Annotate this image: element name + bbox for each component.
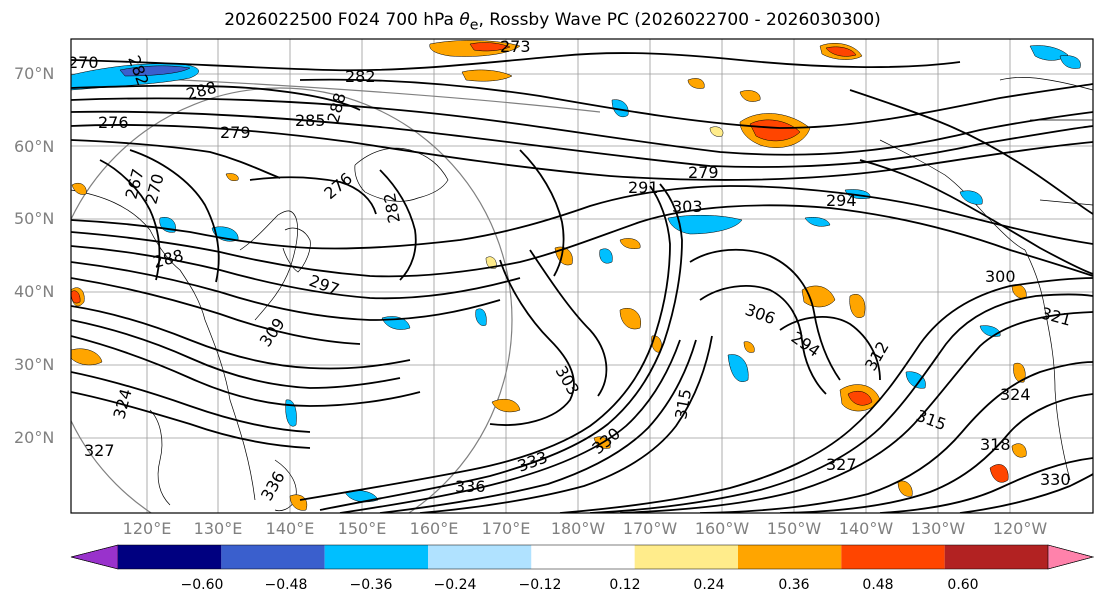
lon-label: 140°W (838, 519, 894, 538)
lon-label: 160°W (694, 519, 750, 538)
positive-anomaly-patch (847, 391, 873, 406)
contour-label: 282 (345, 67, 376, 86)
lon-label: 120°W (992, 519, 1048, 538)
lon-label: 130°W (910, 519, 966, 538)
positive-anomaly-patch (461, 69, 513, 82)
colorbar-segment (738, 545, 842, 569)
contour-label: 324 (1000, 385, 1031, 404)
colorbar-tick: −0.48 (264, 577, 308, 593)
colorbar-segment (634, 545, 738, 569)
colorbar-tick: −0.60 (180, 577, 224, 593)
colorbar-extend-high (1047, 544, 1095, 570)
chart-title: 2026022500 F024 700 hPa θe, Rossby Wave … (224, 10, 881, 34)
colorbar-segment (841, 545, 945, 569)
contour-label: 327 (84, 441, 115, 460)
contour-label: 330 (1040, 470, 1071, 489)
positive-anomaly-patch (619, 238, 641, 249)
colorbar-tick: 0.48 (862, 577, 894, 593)
positive-anomaly-patch (849, 294, 866, 318)
positive-anomaly-patch (687, 78, 705, 89)
lat-label: 30°N (14, 355, 55, 374)
positive-anomaly-patch (743, 341, 755, 353)
positive-anomaly-patch (71, 348, 103, 366)
colorbar-segment (944, 545, 1048, 569)
lon-label: 150°W (766, 519, 822, 538)
colorbar-segment (531, 545, 635, 569)
contour-label: 270 (68, 53, 99, 72)
colorbar-tick: 0.60 (947, 577, 979, 593)
lon-label: 120°E (122, 519, 172, 538)
positive-anomaly-patch (1011, 443, 1027, 458)
positive-anomaly-patch (485, 256, 497, 269)
colorbar-tick: −0.24 (433, 577, 477, 593)
colorbar-tick: 0.12 (609, 577, 641, 593)
colorbar-tick: −0.36 (349, 577, 393, 593)
positive-anomaly-patch (801, 285, 836, 308)
colorbar-segment (428, 545, 532, 569)
lon-label: 140°E (265, 519, 315, 538)
negative-anomaly-patch (611, 99, 629, 118)
theta-e-contours (71, 52, 1093, 513)
contour-label: 276 (98, 113, 129, 132)
lon-label: 170°E (481, 519, 531, 538)
colorbar-tick: −0.12 (518, 577, 562, 593)
negative-anomaly-patch (1059, 55, 1081, 69)
negative-anomaly-patch (727, 354, 749, 382)
positive-anomaly-patch (709, 126, 724, 137)
lon-label: 170°W (622, 519, 678, 538)
negative-anomaly-patch (667, 214, 743, 235)
positive-anomaly-patch (825, 46, 857, 57)
map-frame (70, 38, 1094, 514)
positive-anomaly-patch (225, 173, 239, 181)
negative-anomaly-patch (599, 248, 613, 264)
contour-label: 285 (295, 111, 326, 130)
negative-anomaly-patch (119, 65, 191, 77)
contour-label: 303 (672, 197, 703, 216)
lat-label: 70°N (14, 64, 55, 83)
colorbar-extend-low (70, 544, 119, 570)
positive-anomaly-patch (71, 182, 87, 195)
lon-label: 160°E (409, 519, 459, 538)
lat-label: 50°N (14, 209, 55, 228)
graticule-grid (71, 39, 1093, 513)
colorbar-outline (70, 544, 1095, 570)
colorbar-segment (221, 545, 325, 569)
negative-anomaly-patch (475, 308, 487, 326)
positive-anomaly-patch (491, 399, 521, 413)
negative-anomaly-patch (804, 217, 831, 227)
positive-anomaly-patch (469, 42, 511, 52)
positive-anomaly-patch (739, 90, 761, 102)
lon-label: 150°E (337, 519, 387, 538)
negative-anomaly-patch (1029, 45, 1069, 61)
positive-anomaly-patch (71, 290, 81, 304)
lat-label: 20°N (14, 428, 55, 447)
colorbar-tick: 0.36 (778, 577, 810, 593)
contour-label: 300 (985, 267, 1016, 286)
colorbar-tick: 0.24 (693, 577, 725, 593)
lat-label: 40°N (14, 282, 55, 301)
lon-label: 130°E (193, 519, 243, 538)
contour-label: 294 (826, 191, 857, 210)
colorbar (70, 544, 1095, 570)
negative-anomaly-patch (905, 371, 926, 389)
positive-anomaly-patch (897, 480, 913, 497)
contour-label: 279 (688, 163, 719, 182)
contour-label: 336 (455, 477, 486, 496)
lon-label: 180°W (550, 519, 606, 538)
positive-anomaly-patch (989, 464, 1009, 483)
positive-anomaly-patch (619, 308, 642, 330)
negative-anomaly-patch (285, 399, 297, 427)
colorbar-segment (118, 545, 222, 569)
contour-label: 318 (980, 435, 1011, 454)
contour-label: 291 (628, 178, 659, 197)
positive-anomaly-patch (749, 119, 801, 142)
contour-label: 327 (826, 455, 857, 474)
contour-label: 279 (220, 123, 251, 142)
lat-label: 60°N (14, 137, 55, 156)
positive-anomaly-patch (1013, 362, 1026, 383)
negative-anomaly-patch (959, 190, 983, 205)
colorbar-segment (324, 545, 428, 569)
contour-label: 273 (500, 37, 531, 56)
